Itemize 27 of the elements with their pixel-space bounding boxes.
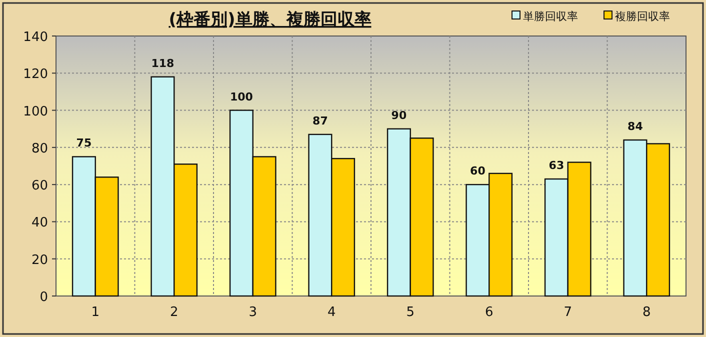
data-label: 84 <box>628 120 644 133</box>
x-tick-label: 7 <box>564 305 572 320</box>
y-tick-label: 80 <box>31 141 48 156</box>
data-label: 60 <box>470 164 486 178</box>
y-tick-label: 40 <box>31 216 48 231</box>
data-label: 63 <box>548 159 564 172</box>
x-tick-label: 4 <box>327 305 336 320</box>
chart-title: (枠番別)単勝、複勝回収率 <box>168 10 372 30</box>
data-label: 90 <box>391 108 407 122</box>
y-tick-label: 100 <box>23 104 48 120</box>
data-label: 87 <box>312 114 328 128</box>
data-label: 75 <box>76 136 92 150</box>
x-tick-label: 8 <box>642 305 651 320</box>
legend-label: 単勝回収率 <box>523 10 578 23</box>
x-tick-label: 1 <box>91 305 100 320</box>
y-tick-label: 20 <box>31 252 48 268</box>
legend-label: 複勝回収率 <box>615 10 670 23</box>
x-tick-label: 5 <box>406 305 415 320</box>
x-tick-label: 6 <box>484 305 494 320</box>
x-tick-label: 2 <box>170 305 178 320</box>
data-label: 100 <box>230 90 254 104</box>
y-tick-label: 60 <box>31 178 48 194</box>
data-label: 118 <box>151 56 174 70</box>
y-tick-label: 0 <box>40 290 48 305</box>
y-tick-label: 140 <box>23 30 48 45</box>
y-tick-label: 120 <box>23 67 48 82</box>
x-tick-label: 3 <box>248 305 258 320</box>
